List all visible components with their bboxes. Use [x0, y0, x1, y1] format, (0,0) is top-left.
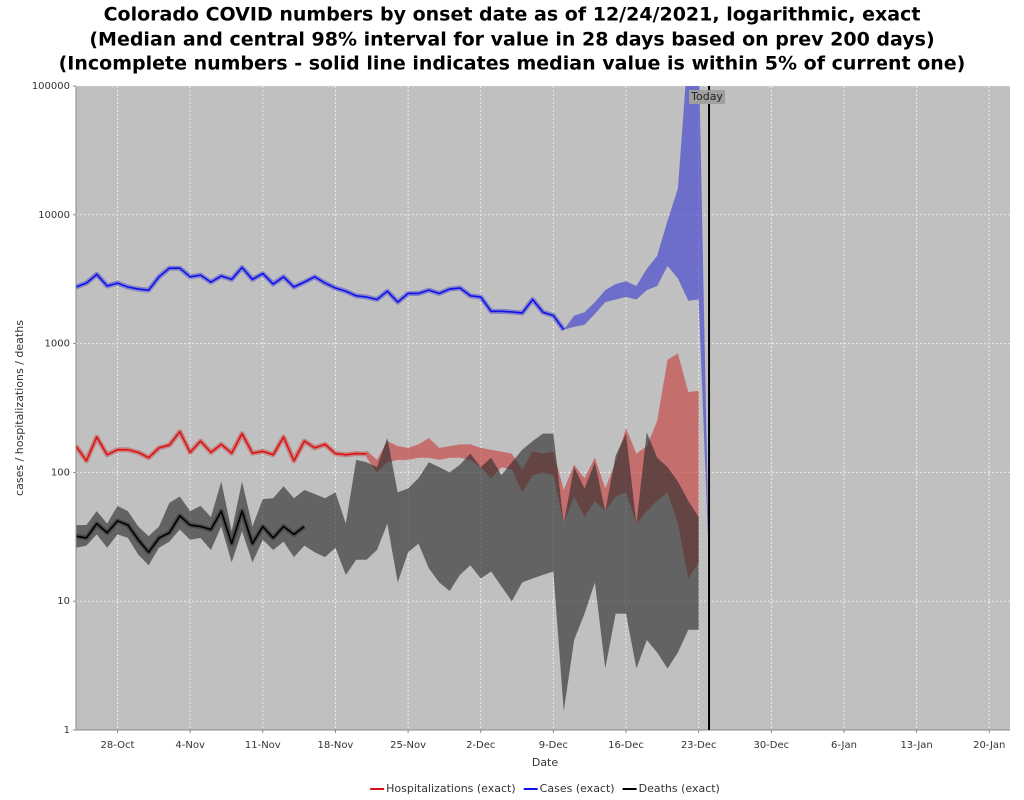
- x-tick-label: 6-Jan: [831, 740, 857, 751]
- median-line: [76, 430, 367, 462]
- interval-band: [563, 86, 710, 563]
- y-tick-label: 10: [57, 596, 70, 607]
- x-tick-label: 18-Nov: [318, 740, 354, 751]
- x-tick-label: 11-Nov: [245, 740, 281, 751]
- x-tick-label: 30-Dec: [753, 740, 789, 751]
- x-tick-label: 28-Oct: [101, 740, 135, 751]
- legend: Hospitalizations (exact) Cases (exact) Dea…: [370, 782, 720, 795]
- y-axis-label: cases / hospitalizations / deaths: [13, 320, 26, 496]
- x-tick-label: 23-Dec: [681, 740, 717, 751]
- legend-label: Hospitalizations (exact): [386, 782, 516, 795]
- annotation-box: [689, 90, 726, 104]
- median-line: [76, 510, 305, 554]
- annotation-label: Today: [690, 90, 723, 103]
- chart-title: Colorado COVID numbers by onset date as …: [104, 4, 921, 26]
- chart-subtitle: (Incomplete numbers - solid line indicat…: [59, 53, 966, 75]
- x-tick-label: 13-Jan: [900, 740, 932, 751]
- x-tick-label: 4-Nov: [175, 740, 205, 751]
- x-tick-label: 9-Dec: [539, 740, 568, 751]
- interval-band: [76, 432, 699, 712]
- legend-label: Cases (exact): [540, 782, 615, 795]
- legend-label: Deaths (exact): [639, 782, 720, 795]
- y-tick-label: 100: [51, 467, 70, 478]
- x-tick-label: 2-Dec: [466, 740, 495, 751]
- chart-subtitle: (Median and central 98% interval for val…: [89, 29, 934, 51]
- y-tick-label: 100000: [32, 81, 70, 92]
- median-line: [76, 266, 565, 331]
- y-tick-label: 1000: [45, 339, 70, 350]
- y-tick-label: 1: [64, 725, 70, 736]
- x-tick-label: 16-Dec: [608, 740, 644, 751]
- x-tick-label: 20-Jan: [973, 740, 1005, 751]
- x-axis-label: Date: [532, 756, 559, 769]
- x-tick-label: 25-Nov: [390, 740, 426, 751]
- plot-area: [76, 86, 1010, 730]
- y-tick-label: 10000: [38, 210, 70, 221]
